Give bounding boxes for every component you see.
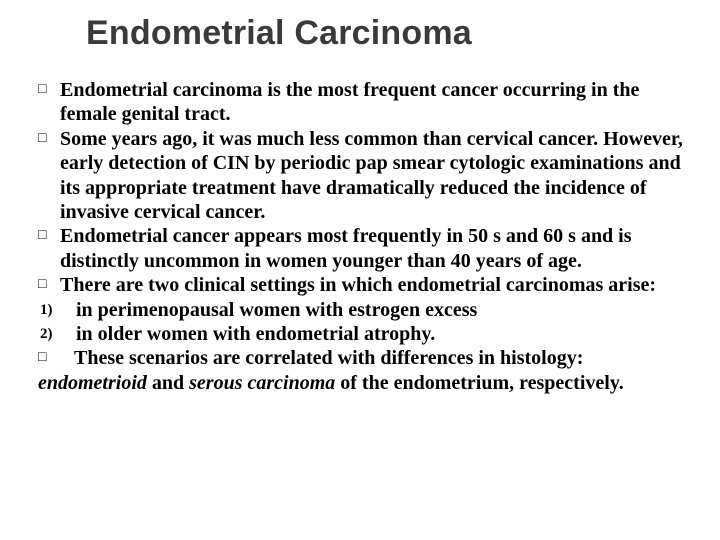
closing-text: of the endometrium, respectively. — [340, 372, 623, 394]
bullet-item: □ There are two clinical settings in whi… — [38, 273, 698, 297]
numbered-text: in perimenopausal women with estrogen ex… — [66, 298, 698, 322]
bullet-text: These scenarios are correlated with diff… — [60, 346, 698, 370]
page-title: Endometrial Carcinoma — [86, 14, 472, 53]
numbered-item: 1) in perimenopausal women with estrogen… — [38, 298, 698, 322]
bullet-item: □ Endometrial carcinoma is the most freq… — [38, 78, 698, 127]
bullet-text: Endometrial carcinoma is the most freque… — [60, 78, 698, 127]
term-serous-carcinoma: serous carcinoma — [189, 372, 340, 394]
square-bullet-icon: □ — [38, 224, 60, 273]
numbered-text: in older women with endometrial atrophy. — [66, 322, 698, 346]
number-marker: 1) — [38, 298, 66, 322]
bullet-text: Endometrial cancer appears most frequent… — [60, 224, 698, 273]
numbered-item: 2) in older women with endometrial atrop… — [38, 322, 698, 346]
bullet-item: □ Endometrial cancer appears most freque… — [38, 224, 698, 273]
bullet-item: □ Some years ago, it was much less commo… — [38, 127, 698, 225]
square-bullet-icon: □ — [38, 346, 60, 370]
square-bullet-icon: □ — [38, 273, 60, 297]
body-text: □ Endometrial carcinoma is the most freq… — [38, 78, 698, 395]
square-bullet-icon: □ — [38, 78, 60, 127]
closing-line: endometrioid and serous carcinoma of the… — [38, 371, 698, 395]
number-marker: 2) — [38, 322, 66, 346]
closing-text: and — [147, 372, 189, 394]
slide: Endometrial Carcinoma □ Endometrial carc… — [0, 0, 720, 540]
bullet-item: □ These scenarios are correlated with di… — [38, 346, 698, 370]
square-bullet-icon: □ — [38, 127, 60, 225]
bullet-text: Some years ago, it was much less common … — [60, 127, 698, 225]
term-endometrioid: endometrioid — [38, 372, 147, 394]
bullet-text: There are two clinical settings in which… — [60, 273, 698, 297]
